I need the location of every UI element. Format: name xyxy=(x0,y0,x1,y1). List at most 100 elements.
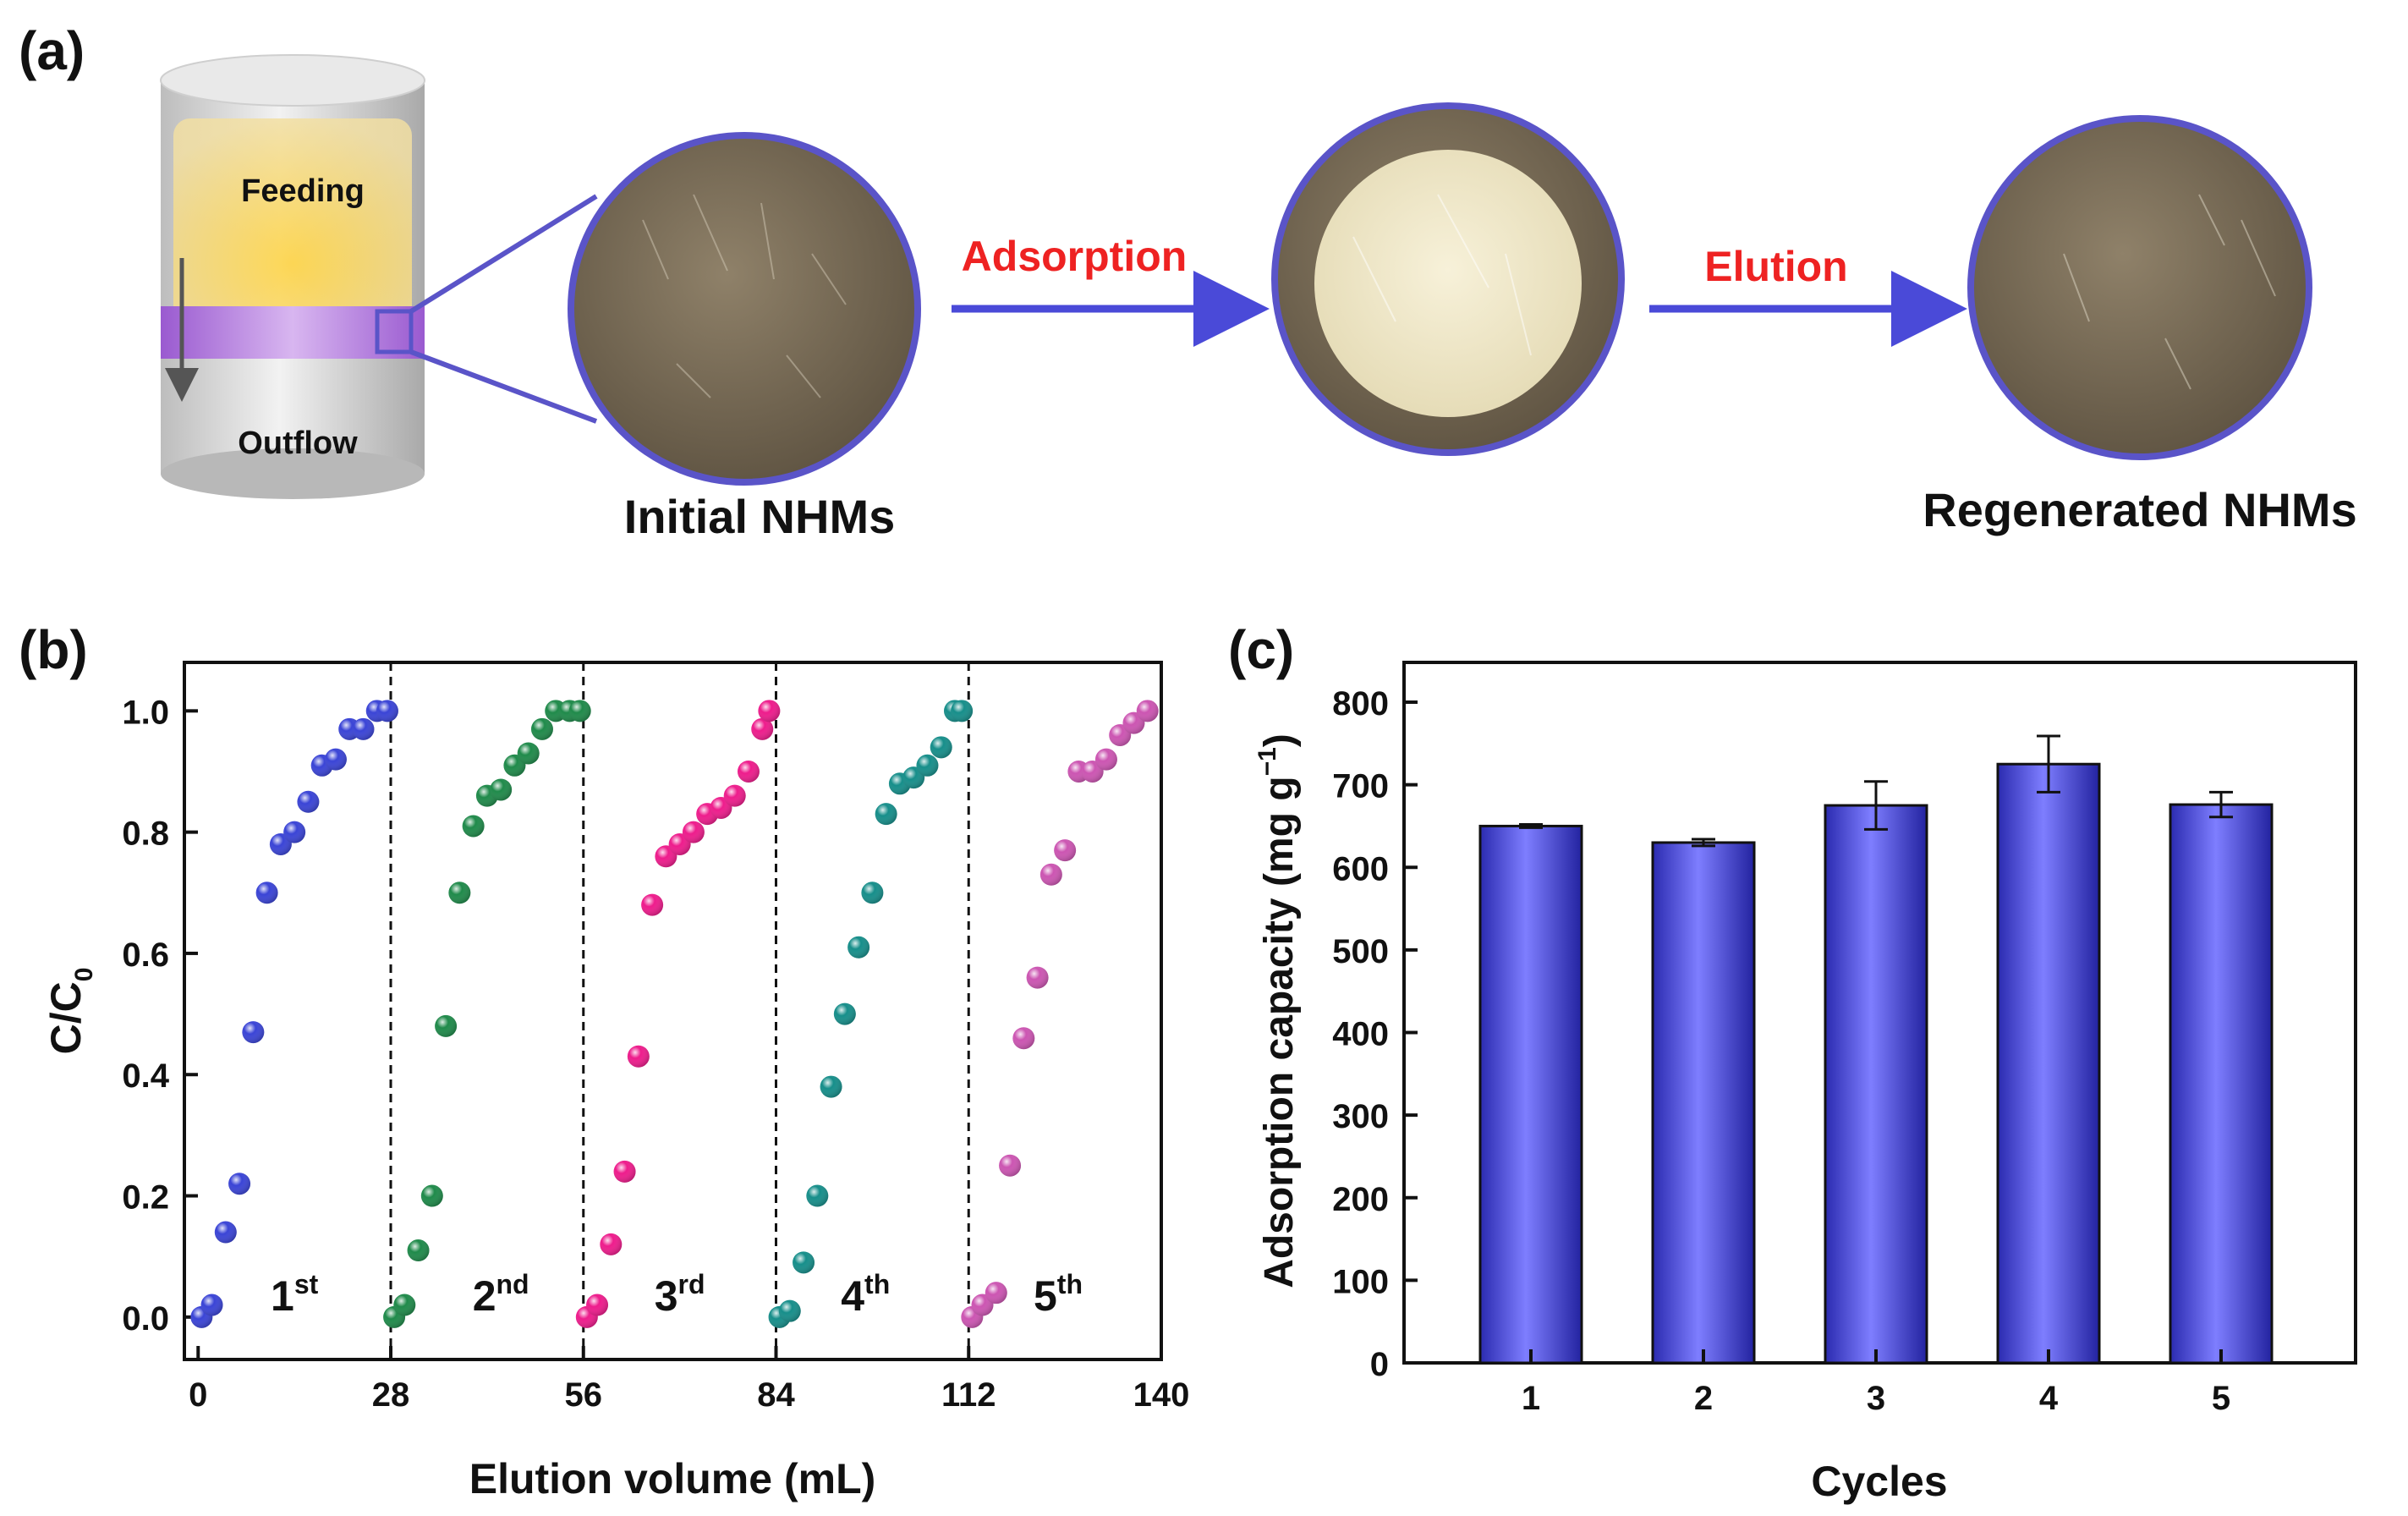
y-tick-label: 0.0 xyxy=(122,1300,169,1337)
plot-c-y-axis: 0 100 200 300 400 500 600 700 800 xyxy=(1332,685,1418,1383)
initial-membrane-photo xyxy=(568,132,921,486)
y-tick-label: 600 xyxy=(1332,850,1389,887)
outflow-label: Outflow xyxy=(238,426,358,461)
cycle-label-number: 2 xyxy=(473,1272,496,1320)
data-point-shine xyxy=(641,893,664,916)
data-point-shine xyxy=(407,1239,430,1262)
data-point-shine xyxy=(916,754,939,777)
plot-c-y-title: Adsorption capacity (mg g−1) xyxy=(1253,733,1302,1288)
cycle-labels: 1st 2nd 3rd 4th 5th xyxy=(271,1269,1083,1320)
plot-b-y-title: C/C0 xyxy=(42,968,98,1055)
elution-label: Elution xyxy=(1704,243,1847,290)
data-point-shine xyxy=(200,1294,223,1316)
y-tick-label: 0.8 xyxy=(122,816,169,853)
data-point-shine xyxy=(376,700,398,722)
adsorbed-spot xyxy=(1314,150,1582,417)
data-point-shine xyxy=(999,1154,1022,1177)
data-point-shine xyxy=(1012,1027,1035,1050)
y-tick-label: 300 xyxy=(1332,1098,1389,1135)
panel-b: (b) 0.0 0.2 0.4 0.6 0.8 1.0 0 28 56 84 112 140 1st… xyxy=(19,619,1189,1502)
data-point-shine xyxy=(806,1184,829,1207)
panel-c: (c) 0 100 200 300 400 500 600 700 800 1 2 3 4 5 Cycl… xyxy=(1228,619,2357,1505)
y-tick-label: 700 xyxy=(1332,768,1389,805)
cycle-label: 1st xyxy=(271,1269,319,1320)
bar xyxy=(1478,824,1583,1365)
filtration-column: Feeding Outflow xyxy=(160,54,425,499)
x-tick-label: 2 xyxy=(1694,1380,1713,1417)
plot-c-x-axis: 1 2 3 4 5 xyxy=(1522,1349,2230,1417)
data-point-shine xyxy=(847,936,870,958)
cycle-label-number: 4 xyxy=(841,1272,864,1320)
data-point-shine xyxy=(820,1075,842,1098)
data-point-shine xyxy=(568,700,591,722)
y-tick-label: 800 xyxy=(1332,685,1389,722)
data-point-shine xyxy=(723,784,746,807)
plot-b-y-axis: 0.0 0.2 0.4 0.6 0.8 1.0 xyxy=(122,694,198,1337)
plot-b-frame xyxy=(183,661,1163,1361)
x-tick-label: 56 xyxy=(565,1376,603,1414)
cycle-label-suffix: nd xyxy=(496,1269,529,1299)
bar xyxy=(1996,762,2101,1365)
data-point-shine xyxy=(214,1221,237,1244)
data-point-shine xyxy=(462,815,485,838)
data-point-shine xyxy=(793,1251,815,1274)
x-tick-label: 3 xyxy=(1867,1380,1885,1417)
data-point-shine xyxy=(613,1160,636,1183)
cycle-label-number: 5 xyxy=(1034,1272,1057,1320)
data-point-shine xyxy=(586,1294,609,1316)
data-point-shine xyxy=(530,717,553,740)
cycle-label-suffix: st xyxy=(294,1269,319,1299)
x-tick-label: 4 xyxy=(2039,1380,2059,1417)
data-point-shine xyxy=(242,1021,265,1044)
data-point-shine xyxy=(283,821,306,843)
feeding-label: Feeding xyxy=(241,173,365,209)
data-point-shine xyxy=(627,1045,650,1068)
y-tick-label: 0.6 xyxy=(122,937,169,974)
x-tick-label: 112 xyxy=(941,1376,996,1414)
cycle-label-number: 1 xyxy=(271,1272,294,1320)
data-point-shine xyxy=(985,1282,1007,1305)
data-point-shine xyxy=(751,717,774,740)
zoom-box xyxy=(375,309,414,354)
data-point-shine xyxy=(297,790,320,813)
data-point-shine xyxy=(1136,700,1159,722)
data-point-shine xyxy=(930,736,952,759)
data-point-shine xyxy=(1026,966,1049,989)
data-point-shine xyxy=(1054,839,1077,862)
panel-a: (a) Feeding Outflow Initial NHMs Adsorpt… xyxy=(19,20,2357,543)
column-bottom xyxy=(161,448,425,499)
panel-a-label: (a) xyxy=(19,20,85,81)
cycle-label: 5th xyxy=(1034,1269,1083,1320)
plot-b-x-title: Elution volume (mL) xyxy=(469,1455,876,1502)
data-point-shine xyxy=(393,1294,416,1316)
data-point-shine xyxy=(228,1173,251,1195)
plot-c-bars xyxy=(1478,734,2274,1365)
y-tick-label: 0 xyxy=(1370,1346,1389,1383)
x-tick-label: 1 xyxy=(1522,1380,1540,1417)
loaded-membrane-photo xyxy=(1271,102,1625,456)
regenerated-membrane-photo xyxy=(1967,115,2312,460)
y-tick-label: 100 xyxy=(1332,1263,1389,1300)
zoom-line-top xyxy=(409,194,598,314)
cycle-label-suffix: th xyxy=(1057,1269,1083,1299)
data-point-shine xyxy=(737,760,760,783)
cycle-label-number: 3 xyxy=(655,1272,678,1320)
bar xyxy=(1651,841,1756,1365)
cycle-label-suffix: th xyxy=(864,1269,890,1299)
data-point-shine xyxy=(600,1233,623,1255)
feed-solution xyxy=(173,118,412,326)
plot-b-points xyxy=(190,700,1159,1328)
bar xyxy=(1824,804,1928,1365)
data-point-shine xyxy=(875,803,897,826)
cycle-dividers xyxy=(389,662,970,1359)
y-tick-label: 1.0 xyxy=(122,694,169,731)
cycle-label: 4th xyxy=(841,1269,890,1320)
data-point-shine xyxy=(352,717,375,740)
data-point-shine xyxy=(778,1299,801,1322)
zoom-line-bottom xyxy=(409,349,598,424)
data-point-shine xyxy=(682,821,705,843)
data-point-shine xyxy=(448,882,471,904)
data-point-shine xyxy=(255,882,278,904)
panel-b-label: (b) xyxy=(19,619,88,680)
data-point-shine xyxy=(833,1002,856,1025)
